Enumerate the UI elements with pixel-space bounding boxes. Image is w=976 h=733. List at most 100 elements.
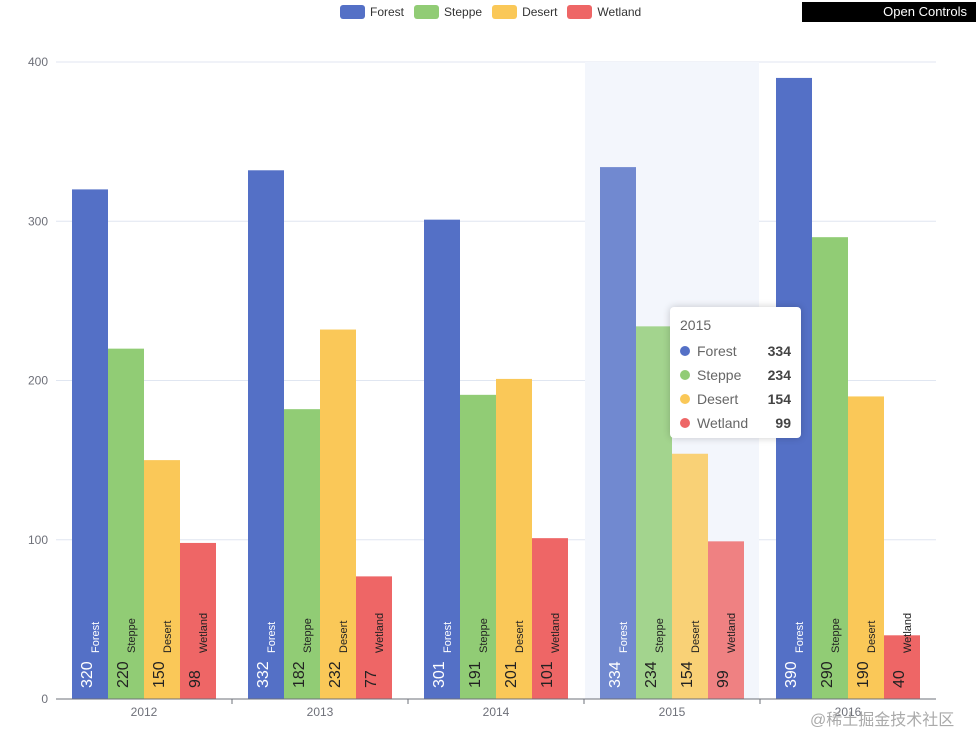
tooltip-name-steppe: Steppe — [697, 367, 742, 383]
bar-forest-2015[interactable] — [600, 167, 636, 700]
open-controls-button[interactable]: Open Controls — [802, 2, 976, 22]
bar-forest-2012[interactable] — [72, 189, 108, 699]
tooltip-dot-forest — [680, 346, 690, 356]
bar-series — [72, 77, 920, 700]
series-label-wetland-2015: Wetland — [726, 613, 738, 653]
x-tick-label: 2012 — [131, 705, 158, 719]
tooltip-name-wetland: Wetland — [697, 415, 749, 431]
bar-forest-2013[interactable] — [248, 170, 284, 700]
data-label-forest-2015: 334 — [607, 661, 624, 688]
bar-wetland-2012[interactable] — [180, 542, 216, 699]
tooltip-value-desert: 154 — [767, 391, 791, 407]
y-tick-label: 300 — [28, 214, 48, 228]
series-label-steppe-2016: Steppe — [830, 618, 842, 653]
legend-label-steppe: Steppe — [444, 5, 483, 19]
series-label-desert-2015: Desert — [690, 621, 702, 653]
y-tick-label: 0 — [41, 692, 48, 706]
bar-desert-2014[interactable] — [496, 378, 532, 699]
data-label-wetland-2016: 40 — [891, 670, 908, 688]
series-label-forest-2013: Forest — [266, 622, 278, 653]
legend-label-wetland: Wetland — [597, 5, 642, 19]
data-label-steppe-2014: 191 — [467, 661, 484, 688]
tooltip-title: 2015 — [680, 317, 712, 333]
x-tick-label: 2014 — [483, 705, 510, 719]
tooltip-name-desert: Desert — [697, 391, 739, 407]
bar-desert-2016[interactable] — [848, 396, 884, 699]
data-label-wetland-2012: 98 — [187, 670, 204, 688]
tooltip-value-forest: 334 — [767, 343, 791, 359]
series-label-wetland-2014: Wetland — [550, 613, 562, 653]
series-label-steppe-2012: Steppe — [126, 618, 138, 653]
series-label-wetland-2016: Wetland — [902, 613, 914, 653]
series-label-desert-2013: Desert — [338, 621, 350, 653]
bar-wetland-2014[interactable] — [532, 538, 568, 699]
legend: Forest Steppe Desert Wetland — [340, 5, 641, 19]
tooltip-value-steppe: 234 — [767, 367, 791, 383]
series-label-desert-2014: Desert — [514, 621, 526, 653]
bar-wetland-2013[interactable] — [356, 576, 392, 699]
x-tick-label: 2016 — [835, 705, 862, 719]
bar-desert-2012[interactable] — [144, 460, 180, 699]
y-tick-label: 200 — [28, 374, 48, 388]
series-label-wetland-2013: Wetland — [374, 613, 386, 653]
tooltip: 2015 Forest 334 Steppe 234 Desert 154 We… — [670, 307, 801, 438]
series-label-wetland-2012: Wetland — [198, 613, 210, 653]
data-label-steppe-2016: 290 — [819, 661, 836, 688]
x-tick-label: 2015 — [659, 705, 686, 719]
series-label-forest-2014: Forest — [442, 622, 454, 653]
data-labels: 320 Forest 220 Steppe 150 Desert 98 Wetland 332 F… — [79, 613, 914, 688]
tooltip-name-forest: Forest — [697, 343, 737, 359]
data-label-wetland-2013: 77 — [363, 670, 380, 688]
tooltip-dot-steppe — [680, 370, 690, 380]
tooltip-row-wetland: Wetland 99 — [680, 411, 791, 435]
series-label-forest-2015: Forest — [618, 622, 630, 653]
data-label-forest-2014: 301 — [431, 661, 448, 688]
legend-item-forest[interactable]: Forest — [340, 5, 404, 19]
bar-forest-2014[interactable] — [424, 219, 460, 699]
legend-swatch-desert — [492, 5, 518, 19]
tooltip-row-desert: Desert 154 — [680, 387, 791, 411]
watermark: @稀土掘金技术社区 — [810, 712, 955, 729]
data-label-forest-2012: 320 — [79, 661, 96, 688]
y-tick-label: 400 — [28, 55, 48, 69]
bar-steppe-2014[interactable] — [460, 394, 496, 699]
bar-steppe-2015[interactable] — [636, 326, 672, 699]
legend-item-desert[interactable]: Desert — [492, 5, 557, 19]
bar-wetland-2015[interactable] — [708, 541, 744, 699]
data-label-desert-2012: 150 — [151, 661, 168, 688]
legend-label-desert: Desert — [522, 5, 558, 19]
series-label-forest-2012: Forest — [90, 622, 102, 653]
bar-wetland-2016[interactable] — [884, 635, 920, 699]
data-label-steppe-2015: 234 — [643, 661, 660, 688]
tooltip-dot-desert — [680, 394, 690, 404]
axes: 0 100 200 300 400 2012 2013 2014 2015 2016 — [28, 55, 936, 719]
bar-steppe-2016[interactable] — [812, 237, 848, 700]
bar-steppe-2012[interactable] — [108, 348, 144, 699]
bar-desert-2015[interactable] — [672, 453, 708, 699]
data-label-desert-2013: 232 — [327, 661, 344, 688]
data-label-wetland-2014: 101 — [539, 661, 556, 688]
legend-item-steppe[interactable]: Steppe — [414, 5, 482, 19]
bar-steppe-2013[interactable] — [284, 409, 320, 699]
data-label-forest-2013: 332 — [255, 661, 272, 688]
data-label-forest-2016: 390 — [783, 661, 800, 688]
series-label-desert-2016: Desert — [866, 621, 878, 653]
tooltip-row-forest: Forest 334 — [680, 339, 791, 363]
data-label-steppe-2012: 220 — [115, 661, 132, 688]
data-label-steppe-2013: 182 — [291, 661, 308, 688]
legend-swatch-forest — [340, 5, 365, 19]
tooltip-row-steppe: Steppe 234 — [680, 363, 791, 387]
data-label-desert-2015: 154 — [679, 661, 696, 688]
bar-desert-2013[interactable] — [320, 329, 356, 699]
legend-item-wetland[interactable]: Wetland — [567, 5, 641, 19]
series-label-forest-2016: Forest — [794, 622, 806, 653]
tooltip-value-wetland: 99 — [775, 415, 791, 431]
data-label-desert-2014: 201 — [503, 661, 520, 688]
series-label-steppe-2015: Steppe — [654, 618, 666, 653]
series-label-steppe-2013: Steppe — [302, 618, 314, 653]
data-label-desert-2016: 190 — [855, 661, 872, 688]
series-label-steppe-2014: Steppe — [478, 618, 490, 653]
legend-swatch-wetland — [567, 5, 593, 19]
series-label-desert-2012: Desert — [162, 621, 174, 653]
